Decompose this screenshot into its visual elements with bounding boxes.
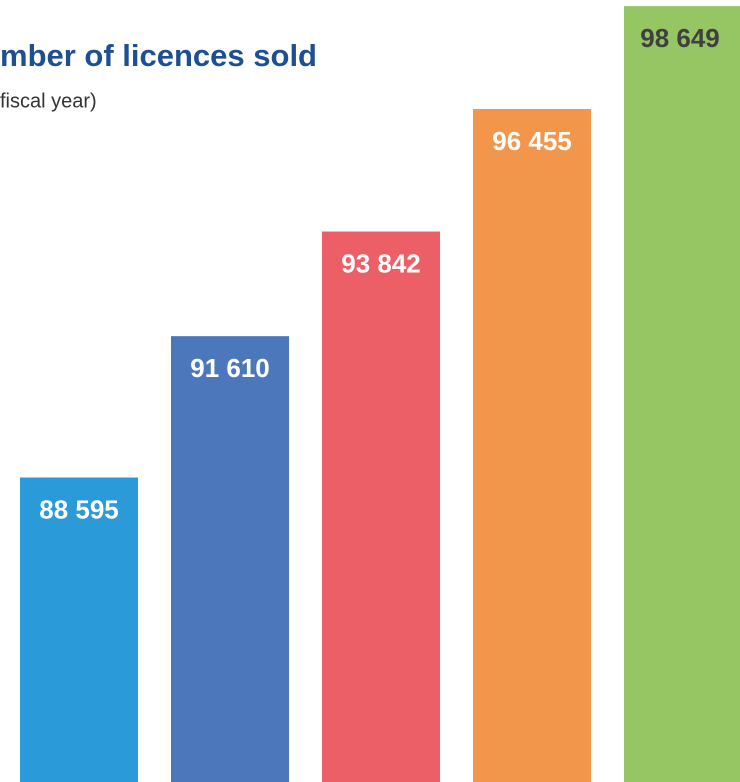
bar — [20, 477, 138, 782]
bar — [322, 231, 440, 782]
bar — [171, 336, 289, 782]
bar — [624, 6, 740, 782]
chart-title: mber of licences sold — [0, 38, 317, 73]
value-label: 88 595 — [39, 494, 119, 524]
value-label: 96 455 — [492, 126, 572, 156]
value-label: 93 842 — [341, 248, 421, 278]
value-label: 98 649 — [640, 23, 720, 53]
chart-subtitle: fiscal year) — [0, 90, 97, 112]
value-label: 91 610 — [190, 353, 270, 383]
bar — [473, 109, 591, 782]
